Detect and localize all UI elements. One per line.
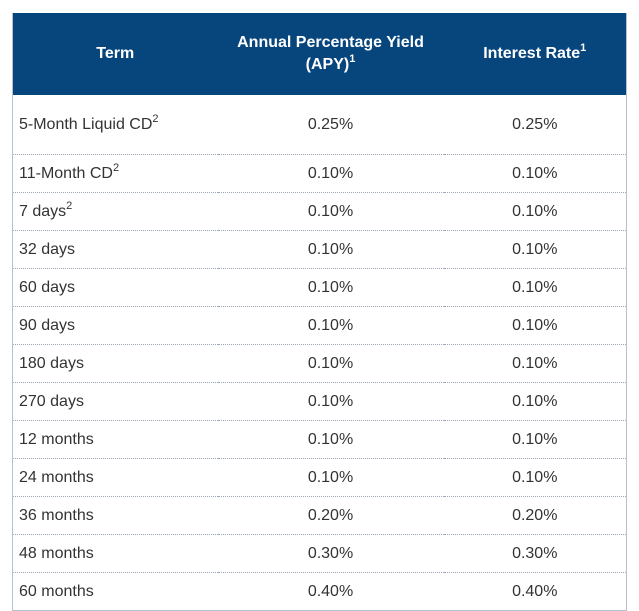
table-row: 7 days2 0.10% 0.10%: [12, 192, 627, 231]
table-row: 12 months 0.10% 0.10%: [12, 420, 627, 459]
rate-cell: 0.30%: [443, 534, 627, 573]
term-cell: 11-Month CD2: [12, 154, 218, 193]
term-footnote: 2: [66, 199, 73, 212]
term-footnote: 2: [152, 112, 159, 125]
table-row: 90 days 0.10% 0.10%: [12, 306, 627, 345]
header-apy-label: Annual Percentage Yield (APY): [237, 34, 424, 73]
rate-cell: 0.10%: [443, 154, 627, 193]
apy-cell: 0.10%: [217, 382, 444, 421]
term-footnote: 2: [112, 161, 120, 174]
term-cell: 36 months: [12, 496, 218, 535]
term-cell: 60 months: [19, 583, 94, 600]
header-rate-footnote: 1: [580, 41, 587, 54]
table-body: 5-Month Liquid CD2 0.25% 0.25% 11-Month …: [12, 95, 627, 611]
header-rate-label: Interest Rate: [483, 45, 581, 62]
rate-cell: 0.10%: [443, 268, 627, 307]
header-row: Term Annual Percentage Yield (APY)1 Inte…: [12, 13, 627, 95]
term-text: 5-Month Liquid CD: [19, 116, 153, 133]
apy-cell: 0.10%: [217, 192, 444, 231]
table-row: 32 days 0.10% 0.10%: [12, 230, 627, 269]
rate-cell: 0.40%: [512, 583, 558, 600]
table-row: 11-Month CD2 0.10% 0.10%: [12, 154, 627, 193]
table-row: 60 days 0.10% 0.10%: [12, 268, 627, 307]
rate-cell: 0.10%: [443, 458, 627, 497]
term-cell: 48 months: [12, 534, 218, 573]
table-row: 180 days 0.10% 0.10%: [12, 344, 627, 383]
rate-cell: 0.10%: [443, 306, 627, 345]
rate-cell: 0.10%: [443, 192, 627, 231]
table-header: Term Annual Percentage Yield (APY)1 Inte…: [12, 13, 627, 95]
rate-cell: 0.25%: [443, 95, 627, 155]
term-cell: 180 days: [12, 344, 218, 383]
rate-cell: 0.10%: [443, 344, 627, 383]
term-cell: 60 days: [12, 268, 218, 307]
apy-cell: 0.25%: [217, 95, 444, 155]
term-text: 11-Month CD: [19, 165, 113, 182]
term-text: 7 days: [19, 203, 67, 220]
apy-cell: 0.10%: [217, 420, 444, 459]
header-term-label: Term: [96, 45, 135, 62]
rate-cell: 0.20%: [443, 496, 627, 535]
apy-cell: 0.10%: [217, 268, 444, 307]
term-cell: 270 days: [12, 382, 218, 421]
apy-cell: 0.10%: [217, 458, 444, 497]
apy-cell: 0.10%: [217, 344, 444, 383]
term-cell: 7 days2: [12, 192, 218, 231]
rate-cell: 0.10%: [443, 230, 627, 269]
table-row: 270 days 0.10% 0.10%: [12, 382, 627, 421]
apy-cell: 0.10%: [217, 306, 444, 345]
header-apy: Annual Percentage Yield (APY)1: [217, 13, 444, 95]
header-term: Term: [12, 13, 218, 95]
term-cell: 32 days: [12, 230, 218, 269]
term-cell: 24 months: [12, 458, 218, 497]
term-cell: 90 days: [12, 306, 218, 345]
rates-table-container: Term Annual Percentage Yield (APY)1 Inte…: [12, 13, 627, 611]
term-cell: 12 months: [12, 420, 218, 459]
apy-cell: 0.10%: [217, 154, 444, 193]
table-row: 48 months 0.30% 0.30%: [12, 534, 627, 573]
term-cell: 5-Month Liquid CD2: [12, 95, 218, 155]
rate-cell: 0.10%: [443, 420, 627, 459]
rate-cell: 0.10%: [443, 382, 627, 421]
apy-cell: 0.20%: [217, 496, 444, 535]
table-row: 36 months 0.20% 0.20%: [12, 496, 627, 535]
apy-cell: 0.10%: [217, 230, 444, 269]
header-apy-footnote: 1: [349, 52, 356, 65]
cd-rates-table: Term Annual Percentage Yield (APY)1 Inte…: [12, 13, 627, 611]
header-interest-rate: Interest Rate1: [443, 13, 627, 95]
apy-cell: 0.40%: [307, 583, 354, 600]
table-row: 5-Month Liquid CD2 0.25% 0.25%: [12, 95, 627, 155]
table-row: 24 months 0.10% 0.10%: [12, 458, 627, 497]
apy-cell: 0.30%: [217, 534, 444, 573]
table-row: 60 months 0.40% 0.40%: [13, 573, 627, 611]
